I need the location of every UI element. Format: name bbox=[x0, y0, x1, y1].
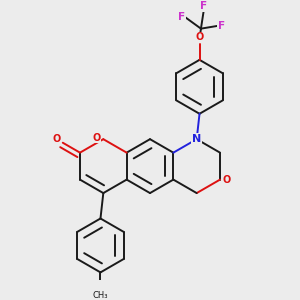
Text: O: O bbox=[52, 134, 61, 144]
Text: O: O bbox=[195, 32, 204, 42]
Text: F: F bbox=[218, 21, 225, 31]
Text: O: O bbox=[92, 133, 100, 143]
Text: N: N bbox=[192, 134, 201, 144]
Text: O: O bbox=[223, 175, 231, 184]
Text: F: F bbox=[200, 1, 207, 11]
Text: CH₃: CH₃ bbox=[93, 291, 108, 300]
Text: F: F bbox=[178, 12, 185, 22]
